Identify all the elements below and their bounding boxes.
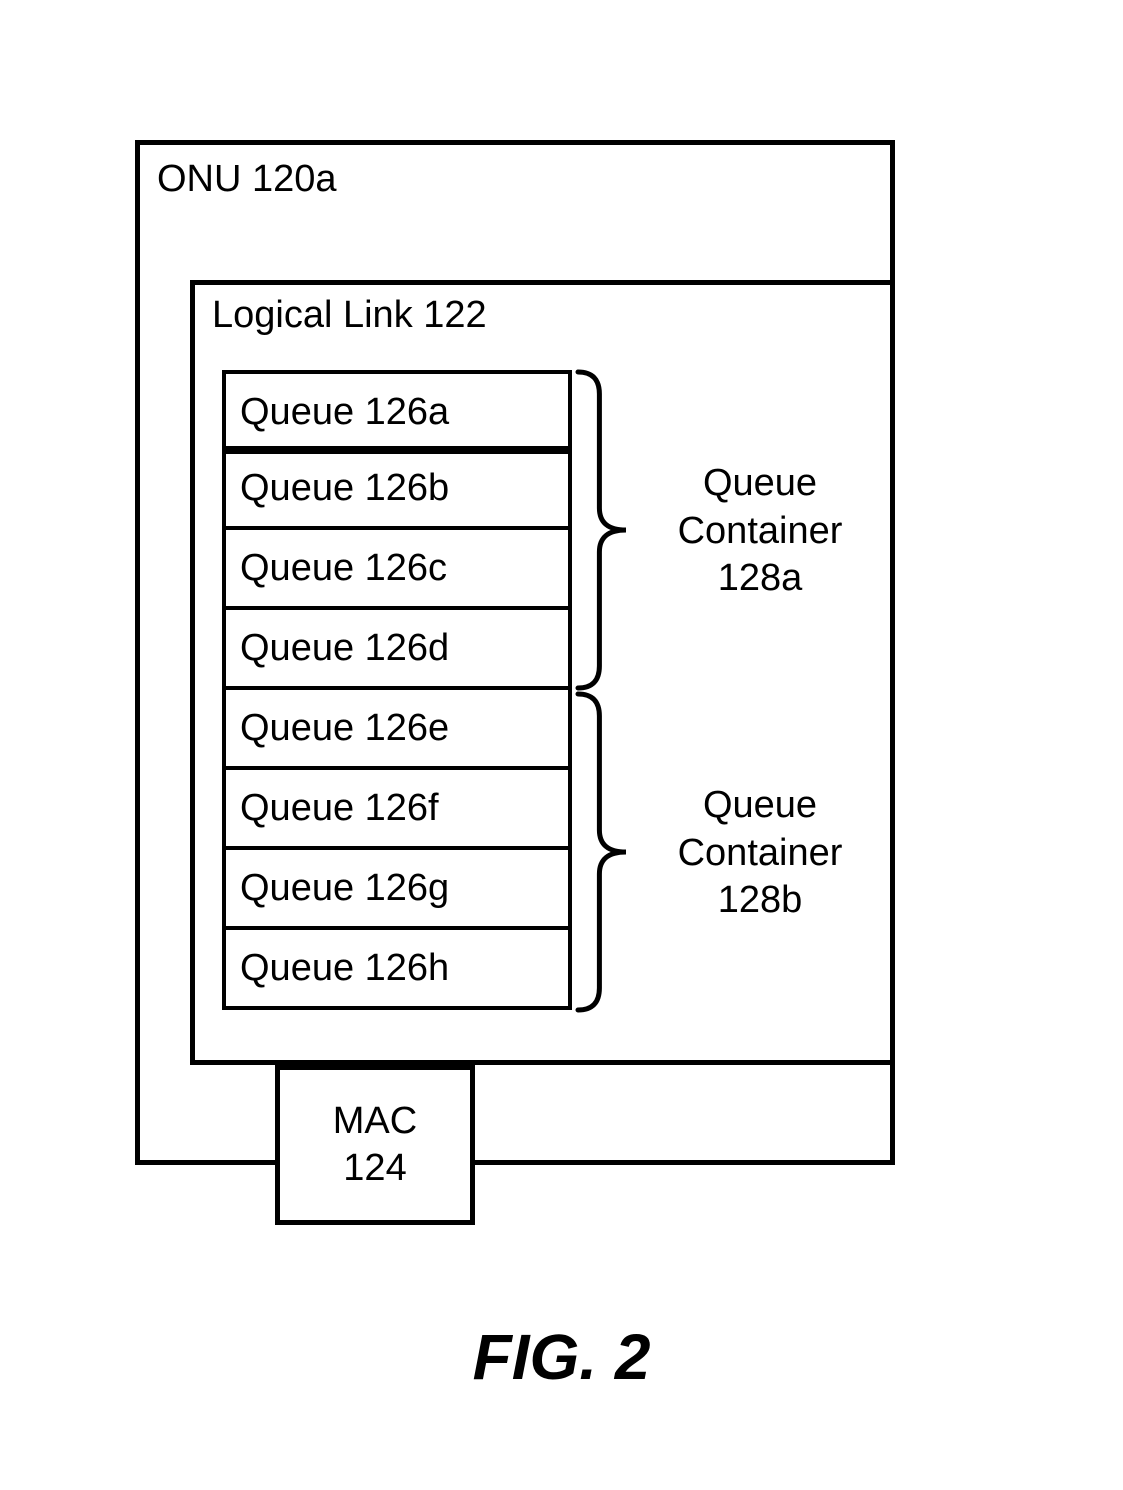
mac-label-2: 124 bbox=[343, 1145, 406, 1193]
queue-container-2-label-line-2: Container bbox=[640, 830, 880, 878]
figure-caption: FIG. 2 bbox=[0, 1320, 1123, 1394]
mac-label-1: MAC bbox=[333, 1098, 417, 1146]
queue-container-2-label: QueueContainer128b bbox=[640, 782, 880, 925]
queue-container-1-label-line-3: 128a bbox=[640, 555, 880, 603]
queue-container-2-label-line-3: 128b bbox=[640, 877, 880, 925]
queue-row: Queue 126d bbox=[222, 606, 572, 690]
diagram-canvas: ONU 120aLogical Link 122Queue 126aQueue … bbox=[0, 0, 1123, 1490]
onu-title: ONU 120a bbox=[157, 158, 337, 201]
mac-box: MAC124 bbox=[275, 1065, 475, 1225]
queue-row: Queue 126h bbox=[222, 926, 572, 1010]
queue-row: Queue 126b bbox=[222, 446, 572, 530]
queue-container-1-label-line-1: Queue bbox=[640, 460, 880, 508]
queue-container-1-label: QueueContainer128a bbox=[640, 460, 880, 603]
queue-row: Queue 126e bbox=[222, 686, 572, 770]
brace-container-1 bbox=[576, 372, 628, 688]
queue-container-1-label-line-2: Container bbox=[640, 508, 880, 556]
queue-row: Queue 126g bbox=[222, 846, 572, 930]
queue-container-2-label-line-1: Queue bbox=[640, 782, 880, 830]
queue-row: Queue 126a bbox=[222, 370, 572, 454]
brace-container-2 bbox=[576, 694, 628, 1010]
queue-row: Queue 126c bbox=[222, 526, 572, 610]
queue-row: Queue 126f bbox=[222, 766, 572, 850]
logical-link-title: Logical Link 122 bbox=[212, 294, 487, 337]
